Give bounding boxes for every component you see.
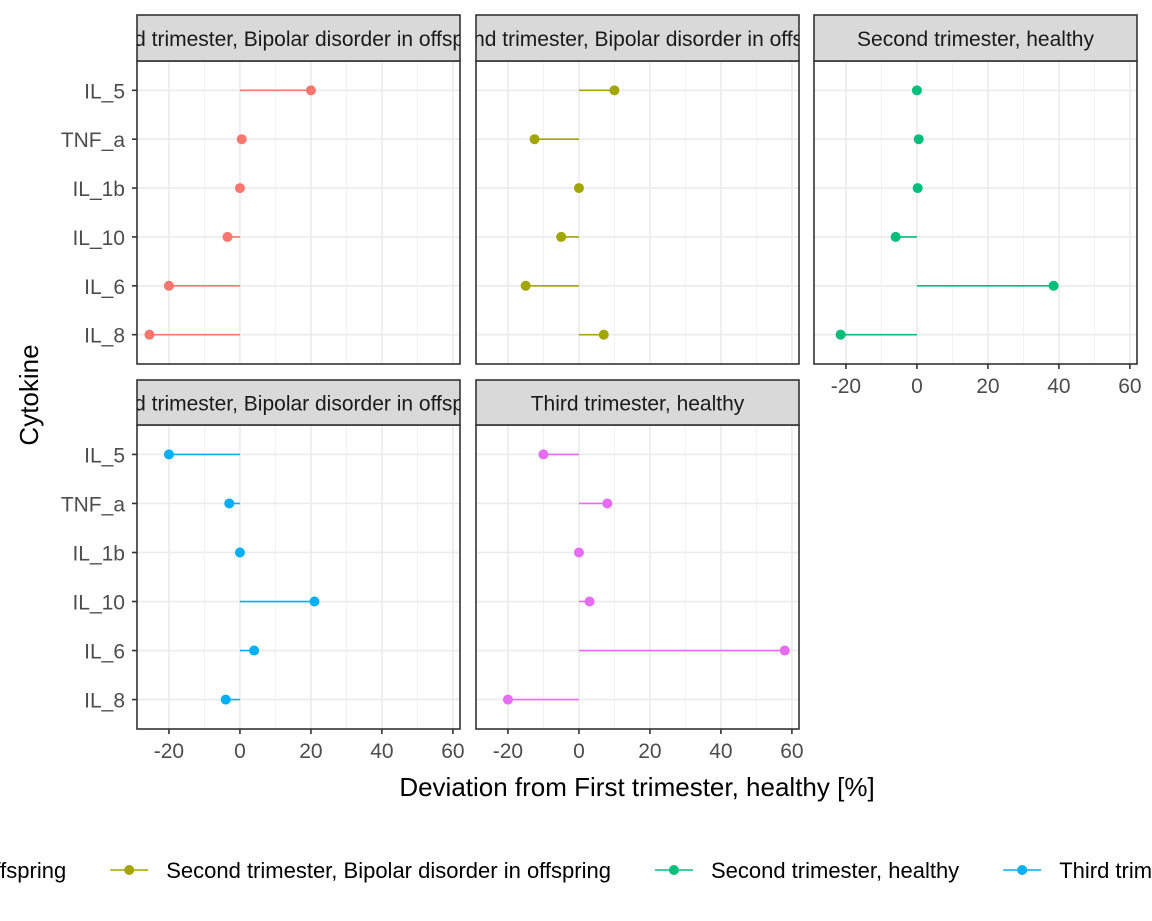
x-tick-label: -20: [831, 375, 861, 398]
lollipop-point: [520, 280, 531, 291]
lollipop-point: [573, 547, 584, 558]
lollipop-point: [584, 596, 595, 607]
legend-item: Third trimester, Bipolar disorder in off…: [0, 858, 66, 883]
x-tick-label: -20: [154, 740, 184, 763]
lollipop-point: [236, 134, 247, 145]
lollipop-point: [779, 645, 790, 656]
facet-panels: Third trimester, Bipolar disorder in off…: [98, 14, 1138, 730]
lollipop-point: [222, 231, 233, 242]
y-tick-label: IL_8: [84, 690, 125, 713]
legend-item: Second trimester, Bipolar disorder in of…: [110, 858, 611, 883]
x-tick-label: 60: [441, 740, 464, 763]
facet-strip-title: Second trimester, Bipolar disorder in of…: [425, 28, 850, 51]
facet-strip: [136, 379, 461, 426]
facet-panel: Third trimester, healthy: [475, 379, 800, 730]
lollipop-point: [309, 596, 320, 607]
facet-panel: Third trimester, Bipolar disorder in off…: [98, 14, 499, 365]
y-axis-title: Cytokine: [14, 344, 44, 445]
y-tick-label: IL_10: [72, 592, 125, 615]
legend-key-point: [668, 865, 679, 875]
legend-item: Third trimester, Bipolar disorder in off…: [1003, 858, 1152, 883]
panel-background: [476, 61, 799, 364]
x-axis-title: Deviation from First trimester, healthy …: [399, 772, 874, 802]
facet-panel: Third trimester, Bipolar disorder in off…: [98, 379, 499, 730]
x-tick-label: 20: [638, 740, 661, 763]
lollipop-point: [249, 645, 260, 656]
lollipop-point: [163, 449, 174, 460]
lollipop-point: [835, 329, 846, 340]
lollipop-point: [163, 280, 174, 291]
facet-strip: [475, 379, 800, 426]
legend-key-point: [1017, 865, 1028, 875]
y-tick-label: IL_1b: [72, 178, 125, 201]
panel-background: [137, 61, 460, 364]
facet-strip: [136, 14, 461, 62]
y-tick-label: IL_6: [84, 276, 125, 299]
y-tick-label: IL_8: [84, 325, 125, 348]
legend-label: Second trimester, healthy: [711, 858, 959, 883]
lollipop-point: [305, 85, 316, 96]
lollipop-point: [913, 134, 924, 145]
lollipop-point: [598, 329, 609, 340]
facet-strip-title: Third trimester, Bipolar disorder in off…: [98, 28, 499, 51]
y-tick-label: IL_1b: [72, 542, 125, 565]
lollipop-point: [1048, 280, 1059, 291]
facet-strip-title: Second trimester, healthy: [857, 28, 1094, 51]
lollipop-point: [602, 498, 613, 509]
facet-panel: Second trimester, Bipolar disorder in of…: [425, 14, 850, 365]
lollipop-point: [144, 329, 155, 340]
facet-strip: [475, 14, 800, 62]
lollipop-point: [502, 694, 513, 705]
x-tick-label: 20: [976, 375, 999, 398]
lollipop-point: [234, 547, 245, 558]
lollipop-point: [573, 183, 584, 194]
legend-item: Second trimester, healthy: [654, 858, 959, 883]
panel-background: [814, 61, 1137, 364]
facet-strip-title: Third trimester, Bipolar disorder in off…: [98, 393, 499, 416]
lollipop-point: [890, 231, 901, 242]
x-tick-label: 40: [709, 740, 732, 763]
x-tick-label: 40: [370, 740, 393, 763]
lollipop-point: [556, 231, 567, 242]
x-tick-label: 20: [299, 740, 322, 763]
legend: Third trimester, Bipolar disorder in off…: [0, 858, 1152, 883]
x-tick-label: 0: [911, 375, 923, 398]
axes: IL_5 TNF_a IL_1b IL_10 IL_6 IL_8 IL_5 TNF_a IL_1…: [61, 80, 1142, 763]
lollipop-point: [538, 449, 549, 460]
legend-label: Second trimester, Bipolar disorder in of…: [166, 858, 611, 883]
x-tick-label: -20: [493, 740, 523, 763]
lollipop-point: [609, 85, 620, 96]
y-tick-label: IL_5: [84, 444, 125, 467]
lollipop-point: [234, 183, 245, 194]
y-tick-label: IL_6: [84, 641, 125, 664]
y-tick-label: IL_10: [72, 227, 125, 250]
facet-strip: [813, 14, 1138, 62]
x-tick-label: 0: [234, 740, 246, 763]
facet-strip-title: Third trimester, healthy: [531, 393, 745, 416]
x-tick-label: 60: [780, 740, 803, 763]
y-tick-label: IL_5: [84, 80, 125, 103]
y-tick-label: TNF_a: [61, 493, 126, 516]
x-tick-label: 0: [573, 740, 585, 763]
legend-label: Third trimester, Bipolar disorder in off…: [0, 858, 66, 883]
panel-background: [137, 425, 460, 729]
lollipop-point: [224, 498, 235, 509]
lollipop-point: [911, 85, 922, 96]
lollipop-point: [912, 183, 923, 194]
y-tick-label: TNF_a: [61, 129, 126, 152]
legend-label: Third trimester, Bipolar disorder in off…: [1059, 858, 1152, 883]
x-tick-label: 40: [1047, 375, 1070, 398]
panel-background: [476, 425, 799, 729]
legend-key-point: [124, 865, 135, 875]
lollipop-point: [529, 134, 540, 145]
x-tick-label: 60: [1118, 375, 1141, 398]
facet-panel: Second trimester, healthy: [813, 14, 1138, 365]
lollipop-point: [220, 694, 231, 705]
